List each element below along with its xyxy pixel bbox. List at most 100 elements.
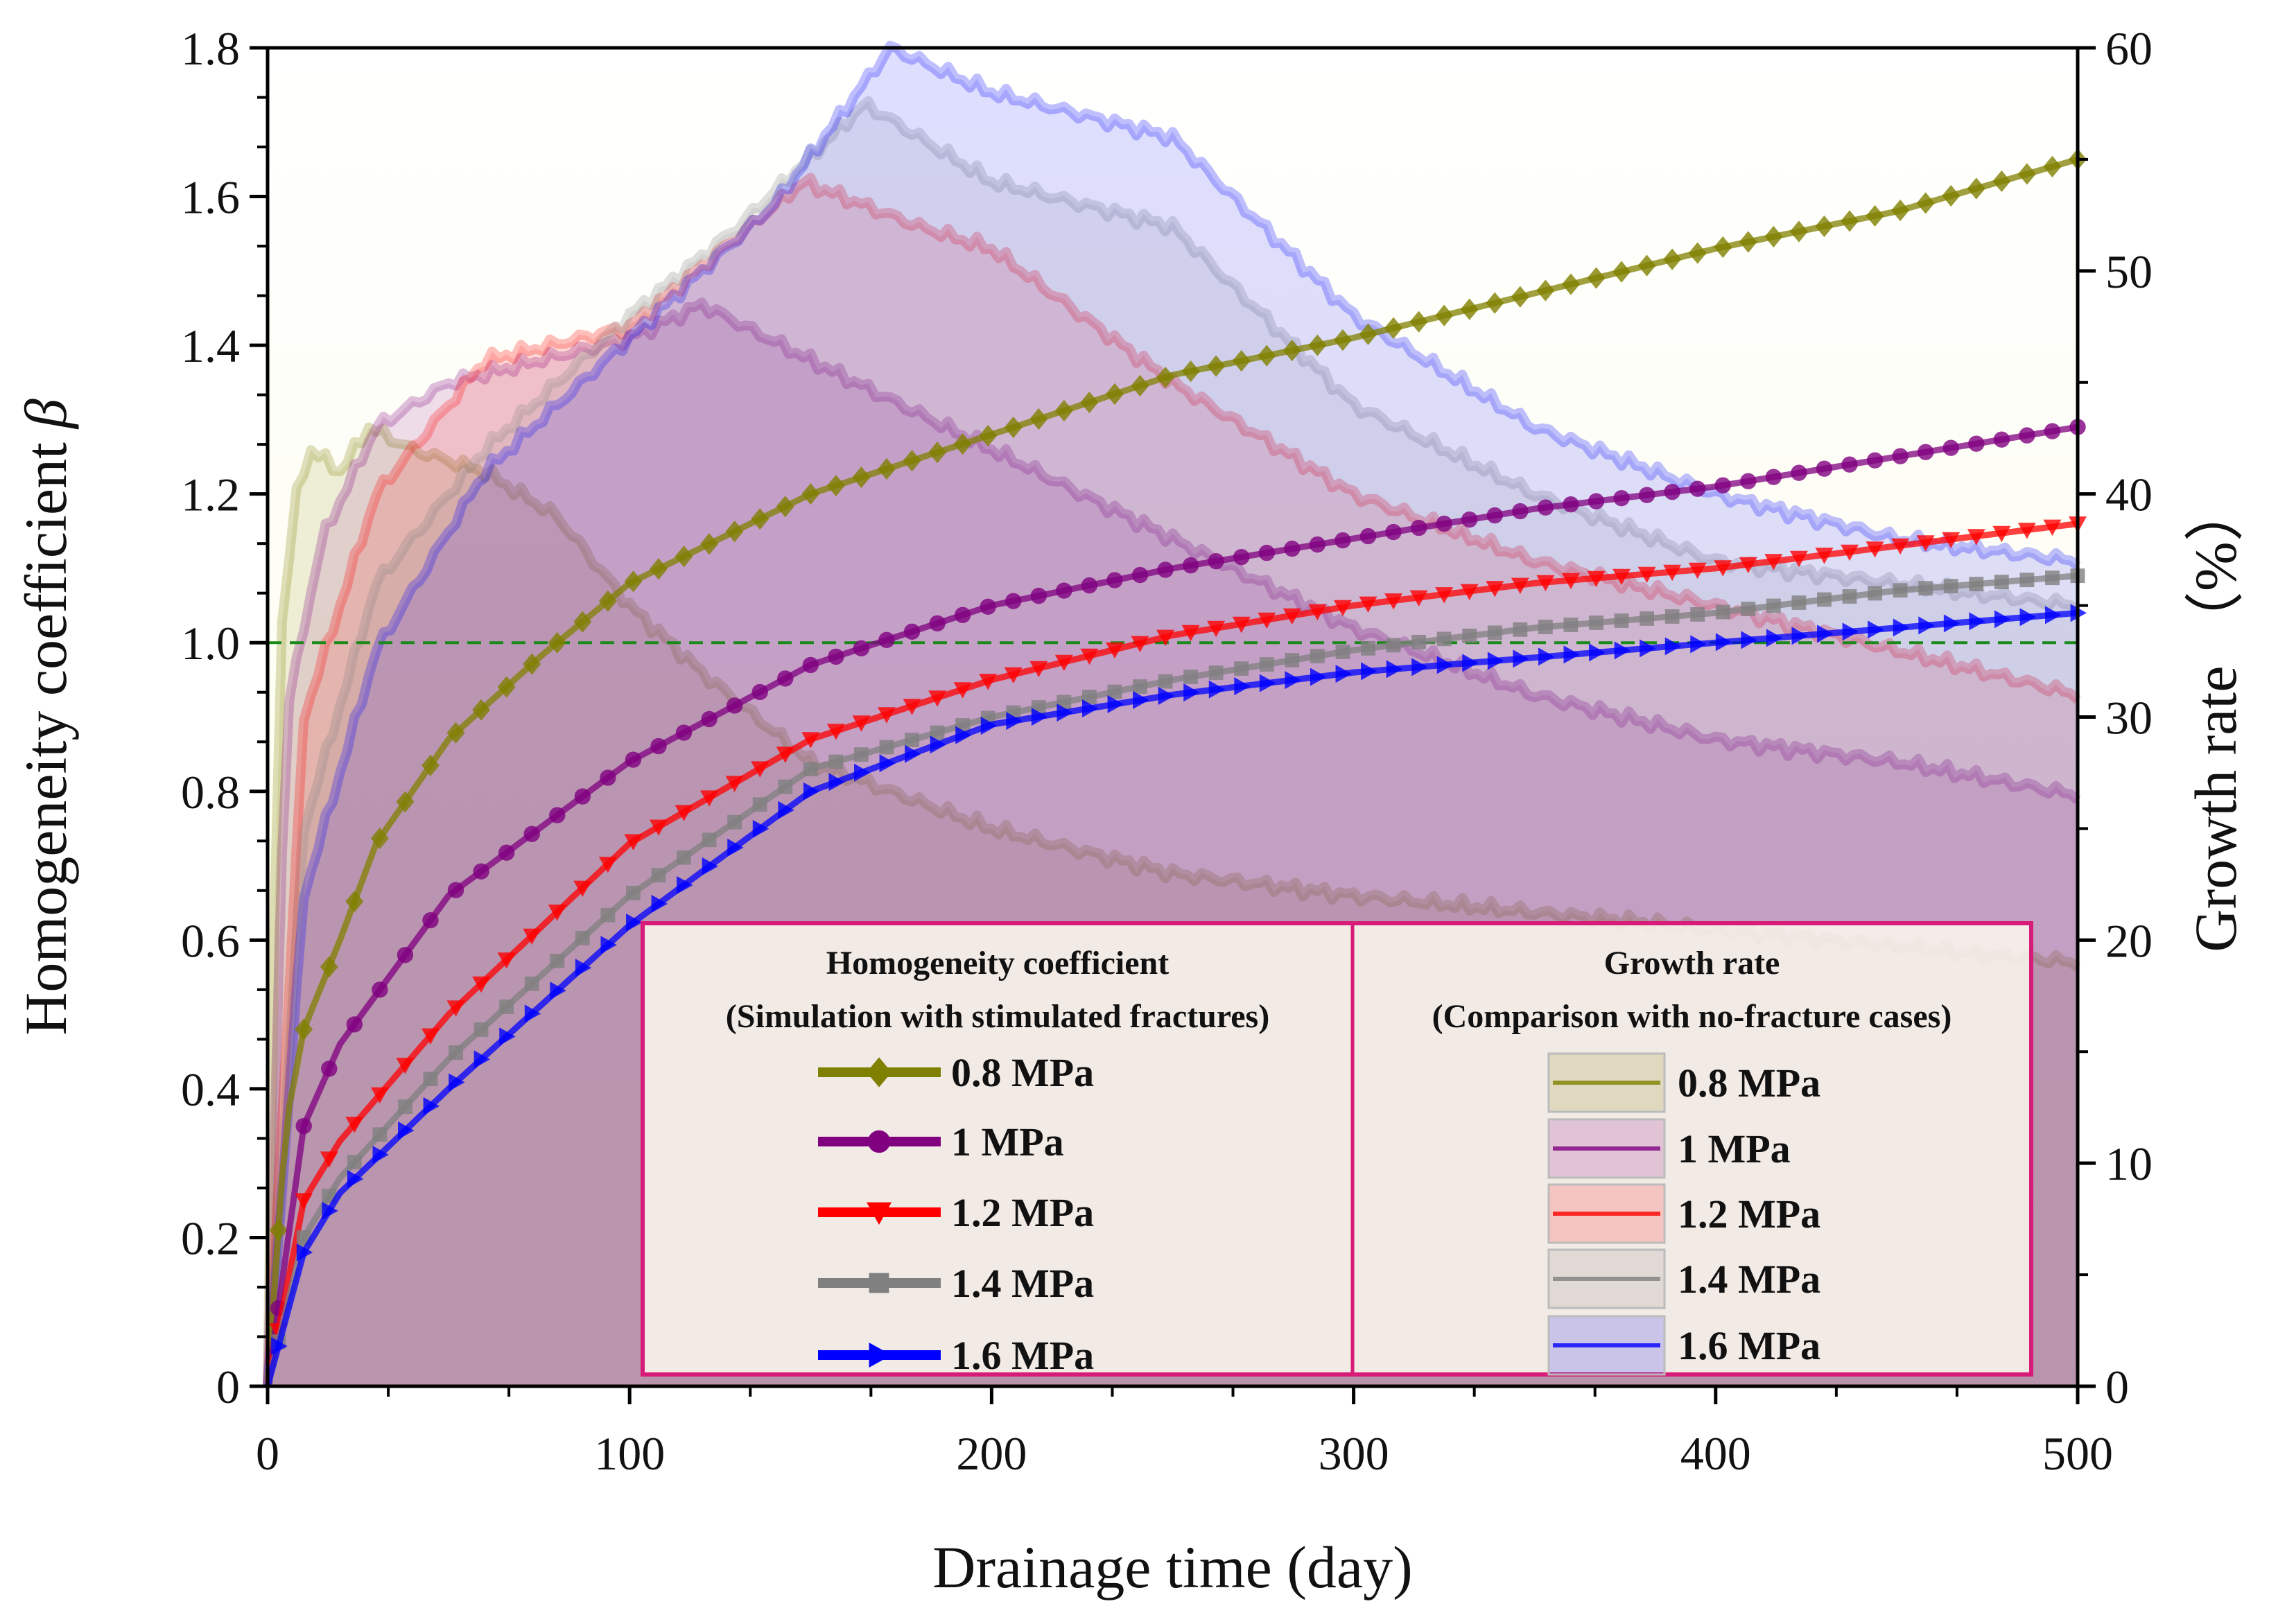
marker-1 (422, 912, 439, 929)
marker-3 (398, 1099, 412, 1115)
marker-3 (702, 832, 717, 848)
legend-right-label-4: 1.6 MPa (1678, 1323, 1820, 1368)
marker-0 (877, 458, 896, 480)
marker-0 (523, 653, 541, 675)
marker-2 (370, 1087, 389, 1104)
marker-2 (1688, 562, 1707, 579)
marker-1 (828, 648, 844, 665)
marker-4 (1335, 665, 1352, 683)
marker-4 (1057, 704, 1073, 722)
marker-0 (497, 676, 516, 698)
marker-0 (1435, 304, 1454, 326)
marker-2 (1181, 625, 1200, 642)
marker-1 (1841, 456, 1858, 473)
marker-3 (677, 850, 691, 865)
marker-2 (1891, 538, 1910, 555)
marker-1 (321, 1060, 338, 1077)
marker-1 (701, 710, 718, 728)
legend-marker-0 (867, 1057, 892, 1088)
legend-left-label-1: 1 MPa (951, 1119, 1064, 1164)
marker-2 (1916, 535, 1935, 552)
x-tick-label: 0 (256, 1427, 279, 1480)
marker-1 (1233, 548, 1250, 566)
marker-4 (1436, 656, 1454, 674)
marker-0 (1181, 360, 1200, 383)
homogeneity-series-4 (264, 604, 2087, 1388)
marker-1 (1106, 572, 1123, 588)
legend-right-subtitle: (Comparison with no-fracture cases) (1432, 998, 1952, 1035)
marker-2 (1029, 661, 1048, 678)
marker-2 (1612, 568, 1631, 586)
marker-4 (1690, 635, 1707, 654)
marker-4 (1462, 654, 1479, 672)
marker-1 (675, 724, 693, 741)
marker-0 (1308, 334, 1327, 356)
marker-2 (523, 928, 541, 945)
marker-0 (1283, 340, 1301, 362)
y-tick-label: 0.2 (181, 1212, 240, 1264)
marker-0 (1739, 231, 1757, 253)
y-tick-label: 0.8 (181, 766, 240, 819)
y2-tick-label: 20 (2105, 914, 2153, 967)
marker-1 (574, 788, 591, 805)
marker-2 (598, 857, 617, 873)
marker-1 (600, 769, 616, 786)
marker-3 (1436, 631, 1452, 647)
marker-1 (1765, 469, 1782, 485)
marker-1 (1866, 452, 1884, 469)
marker-2 (1739, 557, 1757, 574)
marker-1 (1284, 540, 1301, 557)
marker-3 (930, 725, 945, 740)
homogeneity-series-2 (264, 516, 2087, 1387)
y-tick-label: 0.4 (181, 1063, 240, 1116)
marker-0 (1054, 399, 1073, 422)
marker-2 (1561, 573, 1580, 590)
marker-4 (1361, 662, 1377, 681)
marker-0 (852, 466, 871, 489)
marker-0 (396, 791, 415, 813)
marker-4 (550, 981, 566, 1000)
marker-1 (1208, 552, 1224, 570)
legend-right-label-1: 1 MPa (1678, 1126, 1791, 1171)
marker-4 (1842, 622, 1859, 641)
marker-0 (269, 1219, 288, 1241)
y-tick-label: 1.6 (181, 171, 240, 224)
growth-line-3 (263, 96, 2081, 1387)
marker-1 (1436, 515, 1452, 532)
marker-4 (1183, 683, 1200, 702)
marker-3 (1842, 589, 1857, 604)
marker-1 (1030, 587, 1047, 604)
y-tick-label: 0.6 (181, 914, 240, 967)
marker-0 (345, 890, 364, 913)
marker-1 (1638, 487, 1655, 503)
marker-1 (878, 631, 895, 649)
marker-0 (1967, 177, 1985, 200)
marker-1 (2019, 427, 2035, 444)
marker-1 (523, 826, 540, 842)
marker-4 (1513, 649, 1529, 668)
marker-1 (1182, 557, 1199, 574)
marker-1 (372, 981, 388, 998)
marker-4 (727, 838, 744, 857)
marker-1 (1689, 480, 1706, 497)
growth-line-4 (263, 40, 2081, 1387)
marker-2 (801, 732, 820, 749)
marker-0 (953, 433, 972, 455)
marker-3 (1664, 609, 1680, 624)
marker-3 (524, 977, 539, 991)
y-tick-label: 1.2 (181, 469, 240, 521)
y2-tick-label: 60 (2105, 22, 2153, 75)
marker-0 (675, 545, 693, 568)
marker-1 (1081, 577, 1098, 594)
marker-1 (1613, 489, 1630, 507)
marker-2 (1815, 548, 1834, 564)
marker-0 (1764, 225, 1783, 248)
marker-4 (575, 959, 592, 977)
marker-2 (396, 1058, 415, 1074)
marker-3 (550, 953, 565, 968)
marker-1 (1359, 527, 1377, 545)
y-tick-label: 1.4 (181, 320, 240, 372)
marker-3 (1766, 598, 1781, 613)
marker-0 (751, 508, 770, 530)
marker-0 (1663, 248, 1682, 270)
